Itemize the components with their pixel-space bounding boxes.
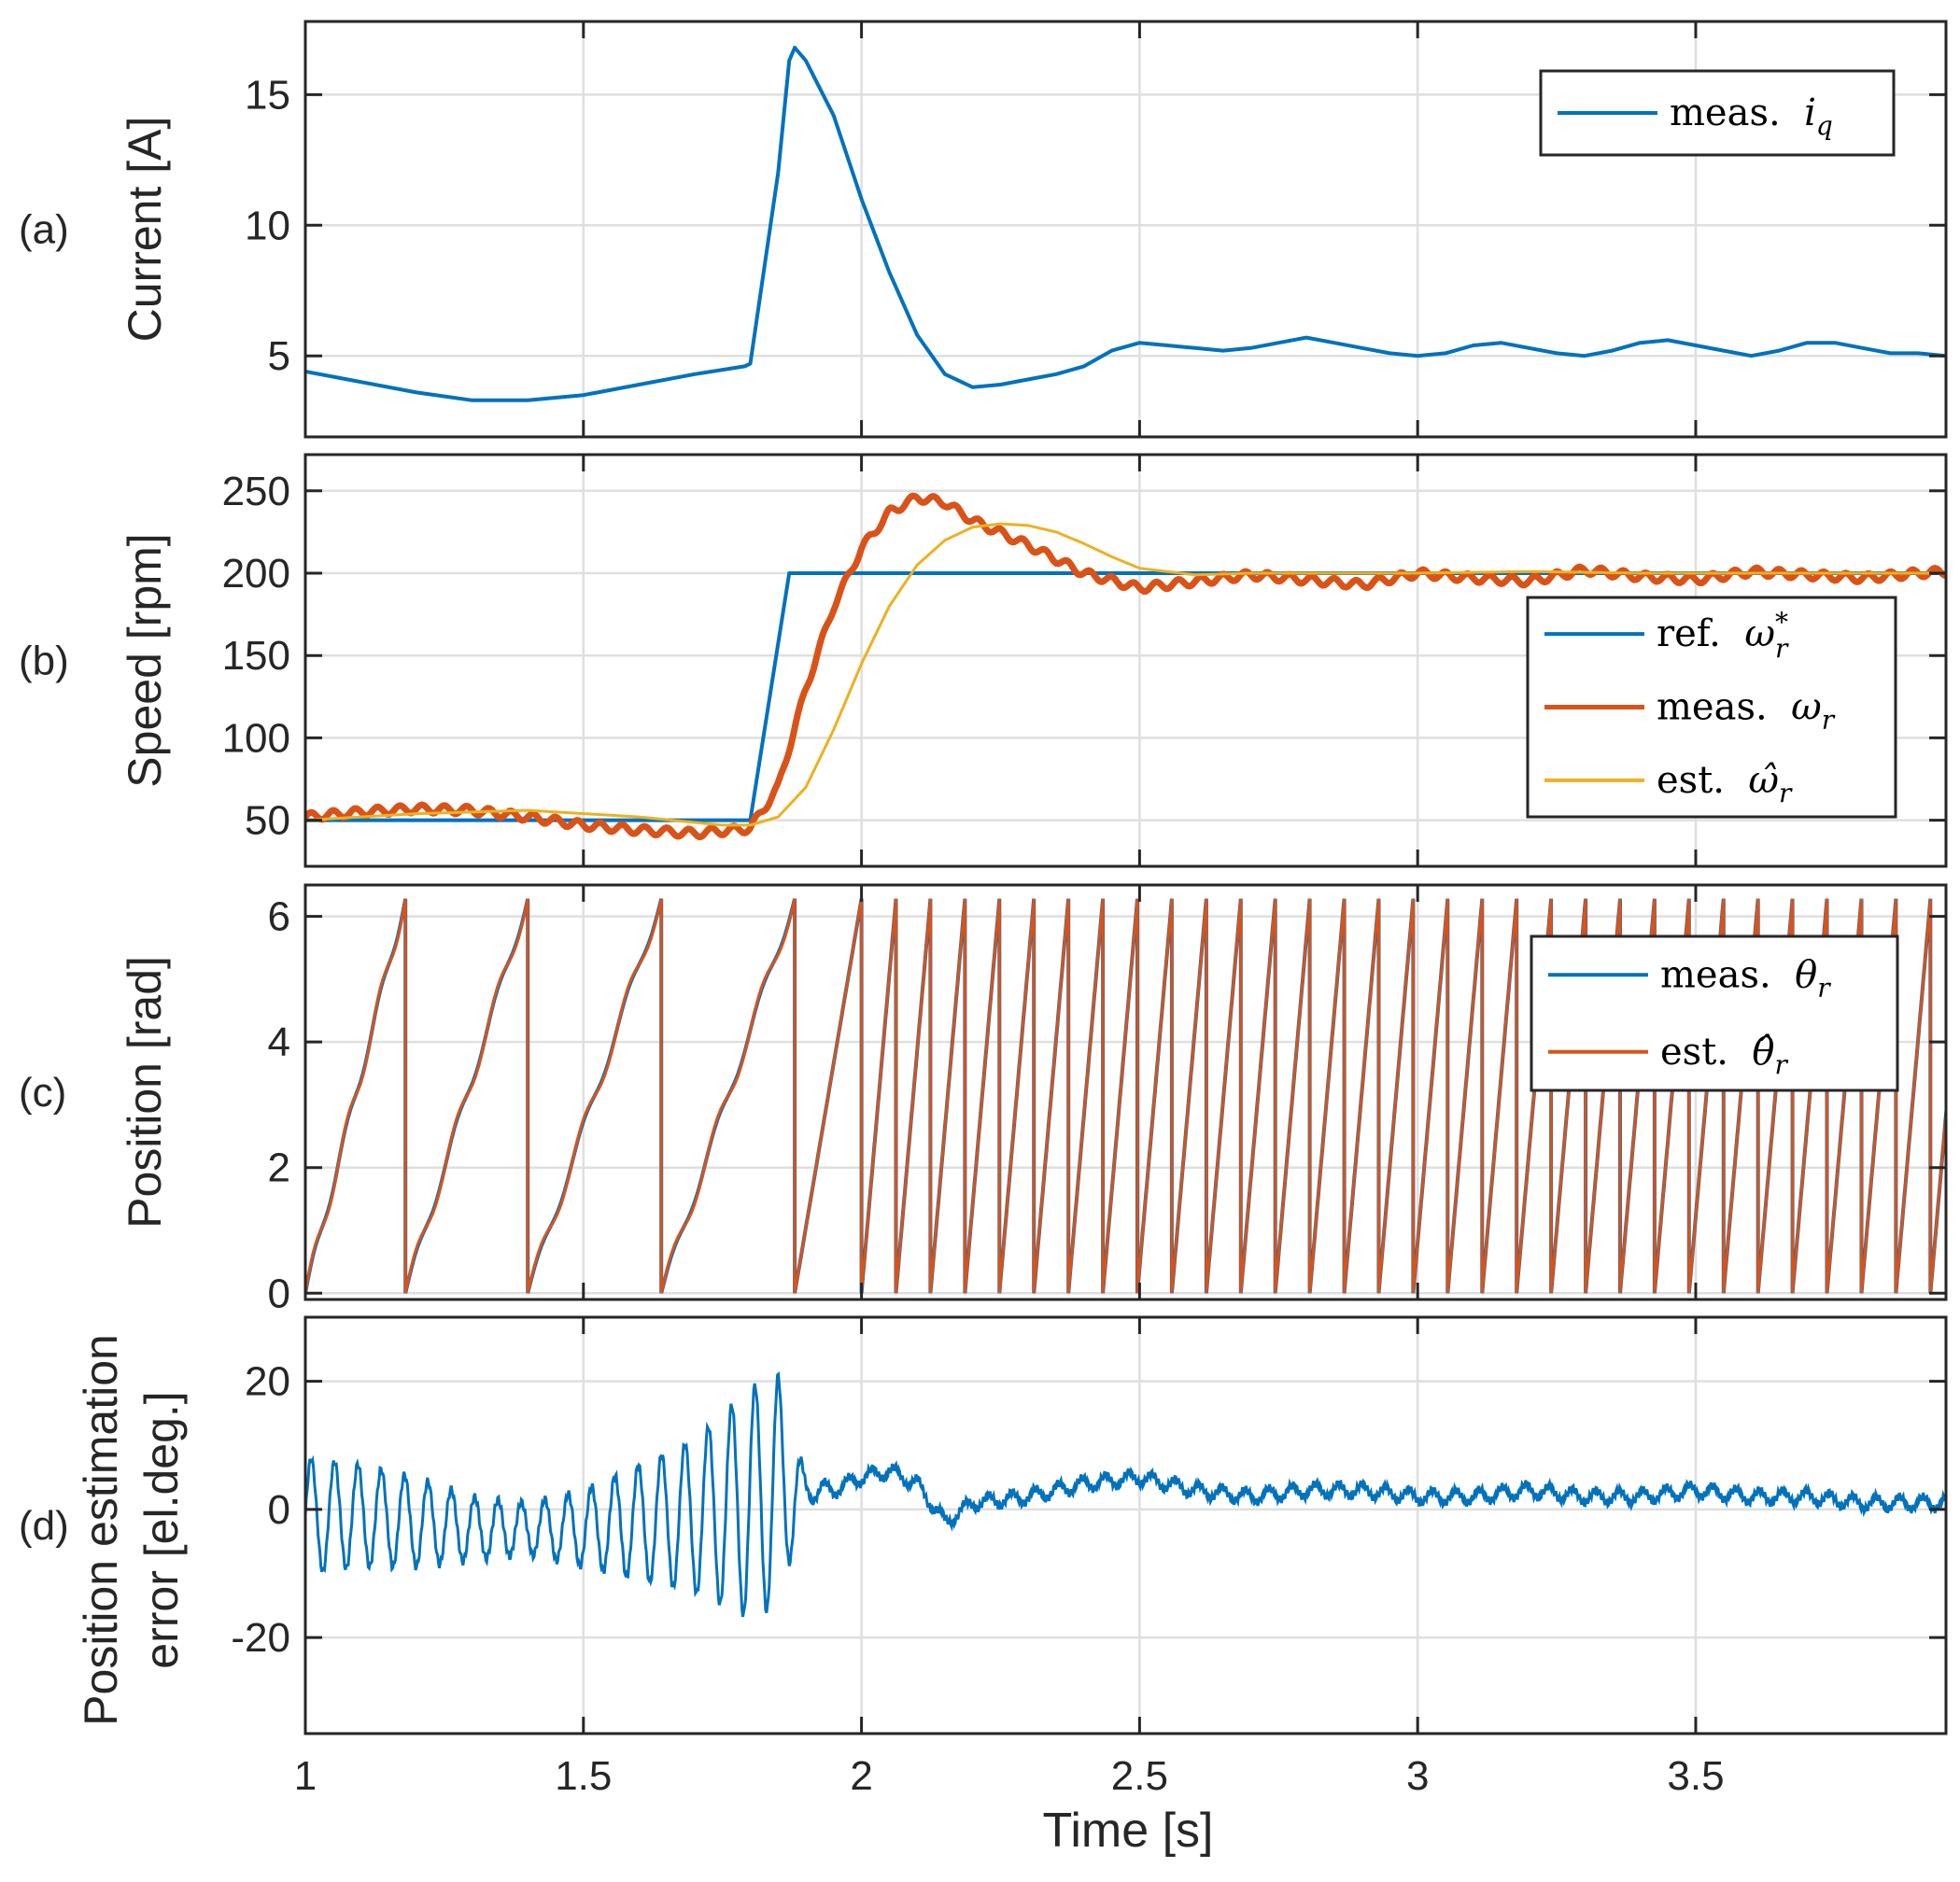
legend-label: meas. θr xyxy=(1660,953,1831,1003)
series-line-a-0 xyxy=(305,46,1946,402)
x-tick-label: 1 xyxy=(294,1753,317,1799)
panel-a: 5 10 15 Current [A] (a) meas. iq xyxy=(19,20,1948,439)
plot-area-d xyxy=(305,1370,1946,1618)
legend-box xyxy=(1530,934,1899,1092)
y-tick-label: 150 xyxy=(222,633,290,679)
plot-area-a xyxy=(305,46,1946,402)
y-tick-label: 50 xyxy=(245,798,290,844)
panel-label: (a) xyxy=(19,207,69,253)
axes-frame-b xyxy=(303,453,1948,868)
x-tick-label: 2.5 xyxy=(1111,1753,1168,1799)
y-axis-label: Speed [rpm] xyxy=(119,533,171,787)
panel-d: -20 0 20 1 1.5 2 2.5 3 3.5 Position estimation err… xyxy=(19,1315,1948,1799)
panel-label: (c) xyxy=(19,1070,66,1116)
legend-label: est. θ̂r xyxy=(1660,1031,1789,1080)
legend-label: meas. iq xyxy=(1670,91,1833,141)
legend-a: meas. iq xyxy=(1539,69,1896,157)
axes-frame-a xyxy=(303,20,1948,439)
legend-c: meas. θr est. θ̂r xyxy=(1530,934,1899,1092)
x-tick-label: 3.5 xyxy=(1667,1753,1724,1799)
legend-label: est. ω̂r xyxy=(1657,759,1793,808)
axes-frame-d xyxy=(303,1315,1948,1735)
y-tick-label: 2 xyxy=(268,1145,290,1191)
y-axis-label: Current [A] xyxy=(119,117,171,343)
y-tick-label: 5 xyxy=(268,333,290,379)
y-tick-label: 0 xyxy=(268,1271,290,1316)
series-line-b-2 xyxy=(305,522,1946,827)
series-line-d-0 xyxy=(305,1370,1946,1618)
y-tick-label: -20 xyxy=(231,1615,290,1661)
panel-label: (d) xyxy=(19,1503,69,1549)
y-tick-label: 100 xyxy=(222,715,290,761)
y-tick-label: 10 xyxy=(245,203,290,248)
x-tick-label: 3 xyxy=(1406,1753,1429,1799)
axes-frame-c xyxy=(303,883,1948,1301)
panel-b: 50 100 150 200 250 Speed [rpm] (b) ref. ω* r meas… xyxy=(19,453,1948,868)
y-tick-label: 20 xyxy=(245,1359,290,1405)
x-axis-label: Time [s] xyxy=(1043,1804,1214,1858)
y-tick-label: 15 xyxy=(245,72,290,118)
x-tick-label: 1.5 xyxy=(555,1753,612,1799)
y-tick-label: 0 xyxy=(268,1487,290,1533)
series-line-b-1 xyxy=(305,492,1946,841)
panel-label: (b) xyxy=(19,639,69,684)
y-tick-label: 6 xyxy=(268,894,290,940)
x-tick-label: 2 xyxy=(850,1753,872,1799)
y-tick-label: 250 xyxy=(222,469,290,514)
legend-label: ref. ω* r xyxy=(1657,607,1789,664)
y-tick-label: 200 xyxy=(222,551,290,597)
y-axis-label-line1: Position estimation xyxy=(75,1334,127,1726)
y-tick-label: 4 xyxy=(268,1019,290,1065)
legend-label: meas. ωr xyxy=(1657,686,1836,736)
y-axis-label-line2: error [el.deg.] xyxy=(135,1391,188,1668)
y-axis-label: Position [rad] xyxy=(119,956,171,1229)
panel-c: 0 2 4 6 Position [rad] (c) meas. θr est. θ̂r xyxy=(19,883,1948,1316)
plot-area-b xyxy=(305,492,1946,841)
legend-b: ref. ω* r meas. ωr est. ω̂r xyxy=(1526,596,1897,819)
